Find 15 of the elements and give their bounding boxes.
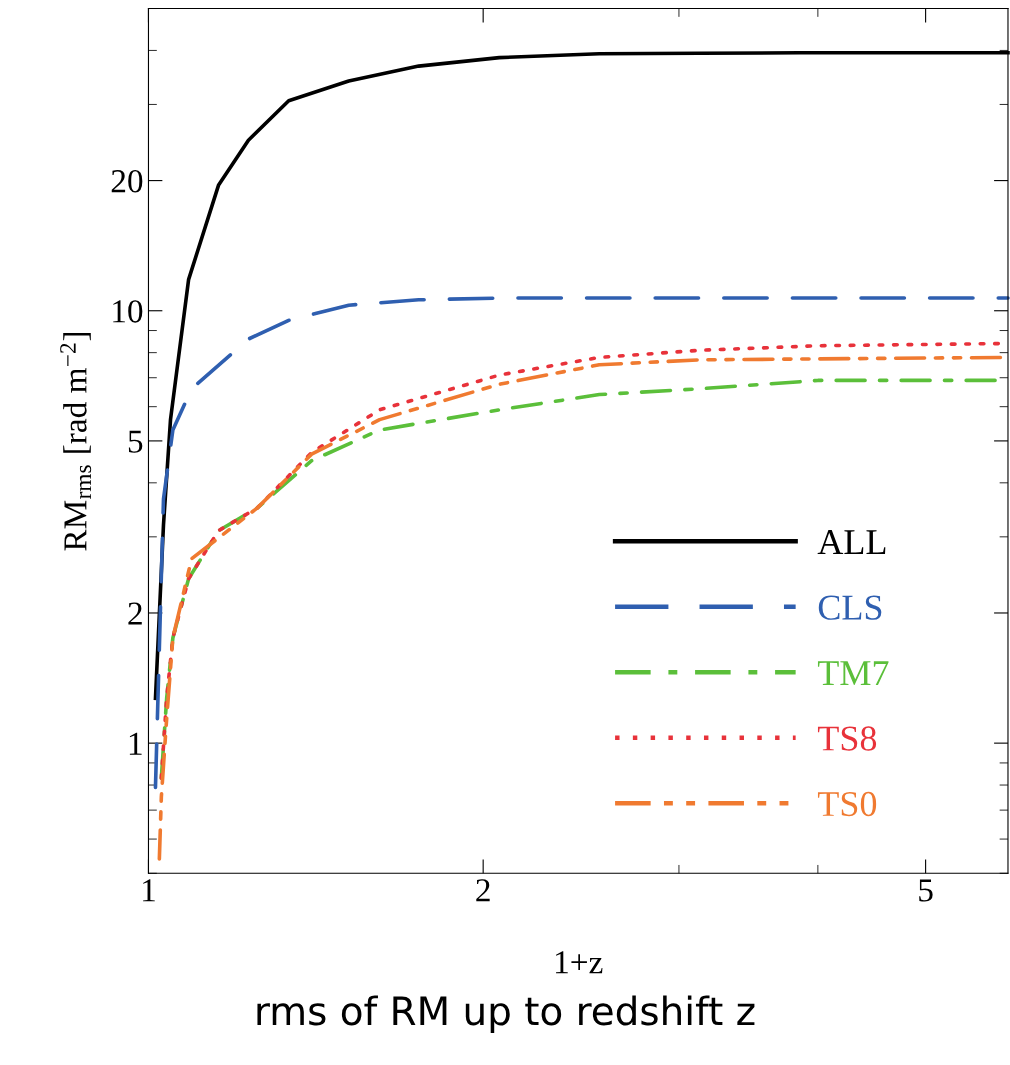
text: TS8 <box>817 726 877 751</box>
x-tick-label: 5 <box>919 879 933 902</box>
text: TS0 <box>817 791 877 817</box>
text: ALL <box>817 530 886 554</box>
y-tick-label: 10 <box>113 300 143 323</box>
y-tick-label: 5 <box>128 430 143 453</box>
y-tick-label: 1 <box>129 732 142 755</box>
text: TM7 <box>817 661 889 685</box>
y-tick-label: 2 <box>128 602 142 625</box>
text: CLS <box>818 595 882 620</box>
y-tick-label: 20 <box>111 169 143 193</box>
text: rms of RM up to redshift z <box>257 995 755 1034</box>
x-tick-label: 2 <box>476 879 490 902</box>
x-axis-title: 1+z <box>556 951 603 974</box>
y-axis-title: RM$_{rms}$ [rad m$^{−2}$] <box>60 332 92 551</box>
